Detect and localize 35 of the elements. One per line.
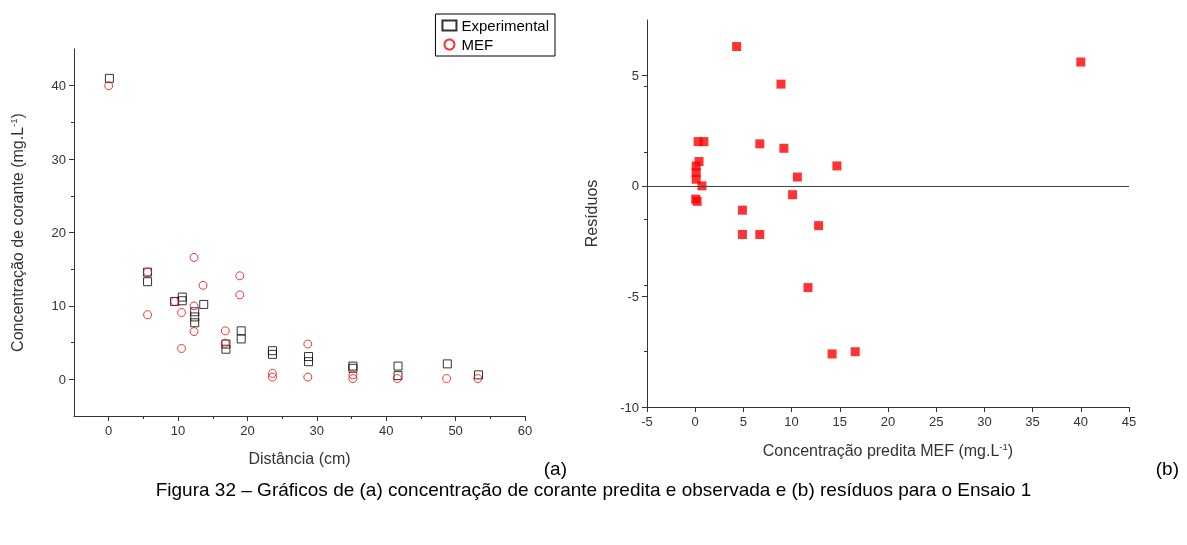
x-tick-label: 40 bbox=[1073, 414, 1089, 429]
x-tick-label: 50 bbox=[448, 423, 463, 438]
y-tick-label: 0 bbox=[631, 178, 639, 194]
x-tick-label: 25 bbox=[928, 414, 944, 429]
y-tick-label: -10 bbox=[620, 399, 639, 415]
y-axis-title: Resíduos bbox=[582, 179, 600, 248]
x-tick-label: 5 bbox=[739, 414, 748, 429]
x-tick-label: 20 bbox=[880, 414, 896, 429]
x-axis-title: Distância (cm) bbox=[248, 449, 351, 467]
legend-label: MEF bbox=[461, 36, 494, 53]
text: Figura 32 – Gráficos de (a) concentração de corante predita e observada e (b) resíduos para o Ensaio 1 bbox=[154, 479, 1033, 501]
legend-label: Experimental bbox=[461, 17, 550, 34]
x-tick-label: 0 bbox=[105, 423, 113, 438]
y-tick-label: 40 bbox=[51, 78, 66, 94]
y-tick-label: -5 bbox=[627, 288, 639, 304]
x-tick-label: 40 bbox=[379, 423, 394, 438]
x-tick-label: 30 bbox=[309, 423, 325, 438]
x-tick-label: 20 bbox=[240, 423, 255, 438]
text: (b) bbox=[1155, 458, 1180, 479]
x-tick-label: 60 bbox=[517, 423, 533, 438]
x-tick-label: 35 bbox=[1025, 414, 1040, 429]
x-tick-label: 30 bbox=[977, 414, 992, 429]
y-tick-label: 30 bbox=[51, 151, 66, 167]
y-tick-label: 0 bbox=[58, 371, 66, 387]
y-tick-label: 20 bbox=[51, 225, 66, 240]
text: (a) bbox=[543, 458, 568, 479]
x-tick-label: 15 bbox=[832, 414, 848, 429]
x-tick-label: 10 bbox=[170, 423, 186, 438]
x-tick-label: 0 bbox=[691, 414, 699, 429]
x-tick-label: -5 bbox=[641, 414, 653, 429]
y-tick-label: 5 bbox=[631, 67, 639, 83]
x-tick-label: 10 bbox=[784, 414, 799, 429]
y-axis-title: Concentração de corante (mg.L-1) bbox=[7, 113, 26, 352]
y-tick-label: 10 bbox=[51, 298, 66, 314]
x-tick-label: 45 bbox=[1121, 414, 1137, 429]
